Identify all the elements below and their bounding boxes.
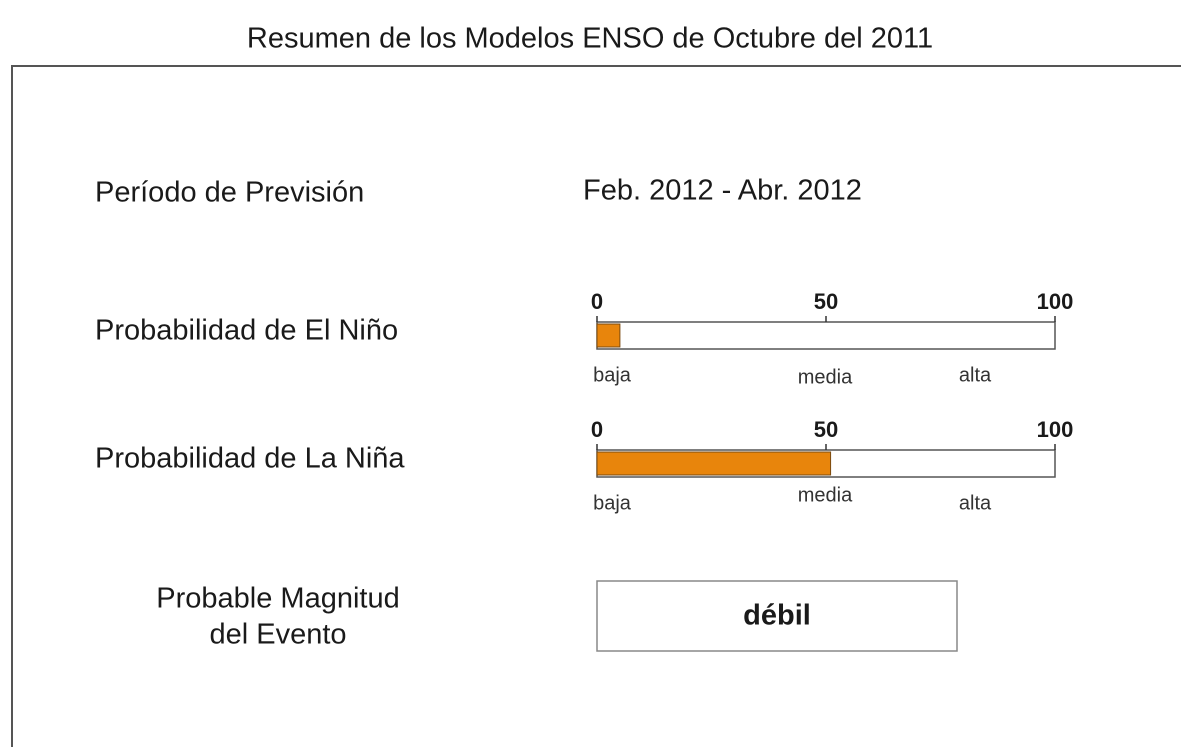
level-label: alta [959,364,992,386]
level-label: baja [593,364,632,386]
title: Resumen de los Modelos ENSO de Octubre d… [247,23,933,55]
tick-label: 0 [591,289,603,314]
magnitude-box [596,580,958,652]
gauge-bar [596,451,832,476]
period-value: Feb. 2012 - Abr. 2012 [583,175,862,207]
tick-label: 50 [814,289,838,314]
level-label: media [798,484,853,506]
level-label: baja [593,492,632,514]
panel [11,65,1181,747]
tick-label: 100 [1037,417,1074,442]
gauge-label: Probabilidad de La Niña [95,443,405,475]
magnitude-label: Probable Magnitud [156,583,399,615]
tick-label: 100 [1037,289,1074,314]
tick-label: 50 [814,417,838,442]
period-label: Período de Previsión [95,177,364,209]
magnitude-label: del Evento [209,619,346,651]
gauge-bar [596,323,621,348]
level-label: alta [959,492,992,514]
gauge-label: Probabilidad de El Niño [95,315,398,347]
level-label: media [798,366,853,388]
tick-label: 0 [591,417,603,442]
magnitude-value: débil [743,600,811,632]
gauge-track [596,321,1056,350]
